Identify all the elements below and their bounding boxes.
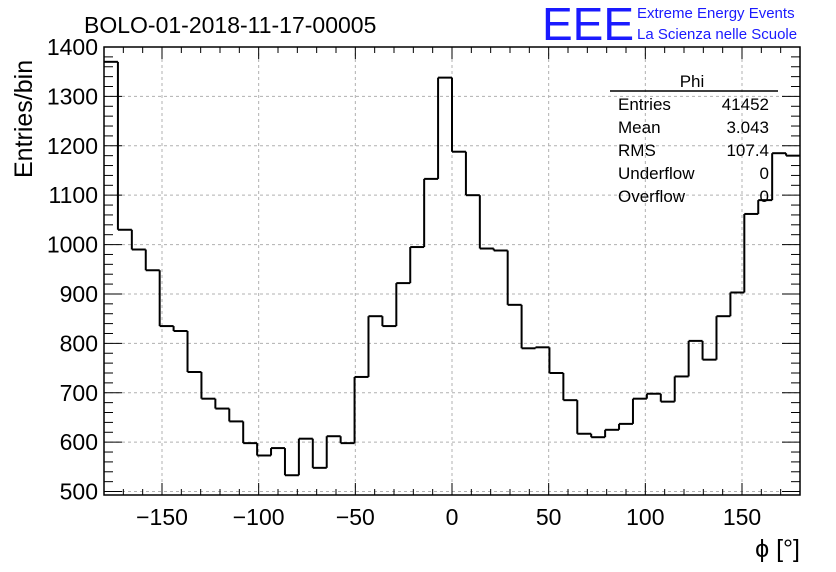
- x-tick-label: 100: [626, 504, 664, 530]
- y-tick-label: 1100: [49, 182, 98, 208]
- y-tick-label: 1000: [47, 232, 98, 258]
- x-tick-label: 50: [536, 504, 562, 530]
- stats-name: Phi: [680, 72, 705, 91]
- y-tick-label: 1400: [47, 34, 98, 60]
- stats-row-value: 0: [760, 187, 769, 206]
- y-tick-labels: 500 600 700 800 900 1000 1100 1200 1300 1400: [47, 34, 98, 505]
- stats-row-value: 3.043: [726, 118, 769, 137]
- stats-row-value: 0: [760, 164, 769, 183]
- stats-row-label: Overflow: [618, 187, 686, 206]
- y-tick-label: 800: [60, 330, 98, 356]
- y-tick-label: 700: [60, 380, 98, 406]
- x-tick-label: 150: [723, 504, 761, 530]
- x-tick-labels: −150 −100 −50 0 50 100 150: [136, 504, 761, 530]
- x-axis-title: ϕ [°]: [755, 535, 800, 563]
- x-tick-label: −150: [136, 504, 188, 530]
- stats-rows: Entries 41452 Mean 3.043 RMS 107.4 Underflow 0 O…: [618, 95, 769, 206]
- y-tick-label: 1300: [47, 83, 98, 109]
- y-tick-label: 1200: [47, 133, 98, 159]
- eee-logo-line1: Extreme Energy Events: [637, 5, 795, 22]
- histogram-series: [104, 60, 800, 477]
- y-tick-label: 500: [60, 479, 98, 505]
- stats-row-label: RMS: [618, 141, 656, 160]
- eee-logo-line2: La Scienza nelle Scuole: [637, 26, 797, 43]
- y-axis-title: Entries/bin: [10, 60, 38, 178]
- stats-row-label: Mean: [618, 118, 661, 137]
- x-tick-label: −100: [233, 504, 285, 530]
- y-tick-label: 900: [60, 281, 98, 307]
- eee-logo-text: EEE: [542, 0, 634, 50]
- y-tick-label: 600: [60, 429, 98, 455]
- x-tick-label: −50: [336, 504, 375, 530]
- chart-title: BOLO-01-2018-11-17-00005: [84, 12, 376, 38]
- eee-logo: EEE Extreme Energy Events La Scienza nel…: [542, 0, 797, 50]
- x-tick-label: 0: [446, 504, 459, 530]
- stats-row-value: 41452: [722, 95, 769, 114]
- stats-box: Phi Entries 41452 Mean 3.043 RMS 107.4 Underfl…: [610, 72, 778, 206]
- stats-row-value: 107.4: [726, 141, 769, 160]
- axis-ticks: [103, 46, 801, 495]
- stats-row-label: Entries: [618, 95, 671, 114]
- stats-row-label: Underflow: [618, 164, 695, 183]
